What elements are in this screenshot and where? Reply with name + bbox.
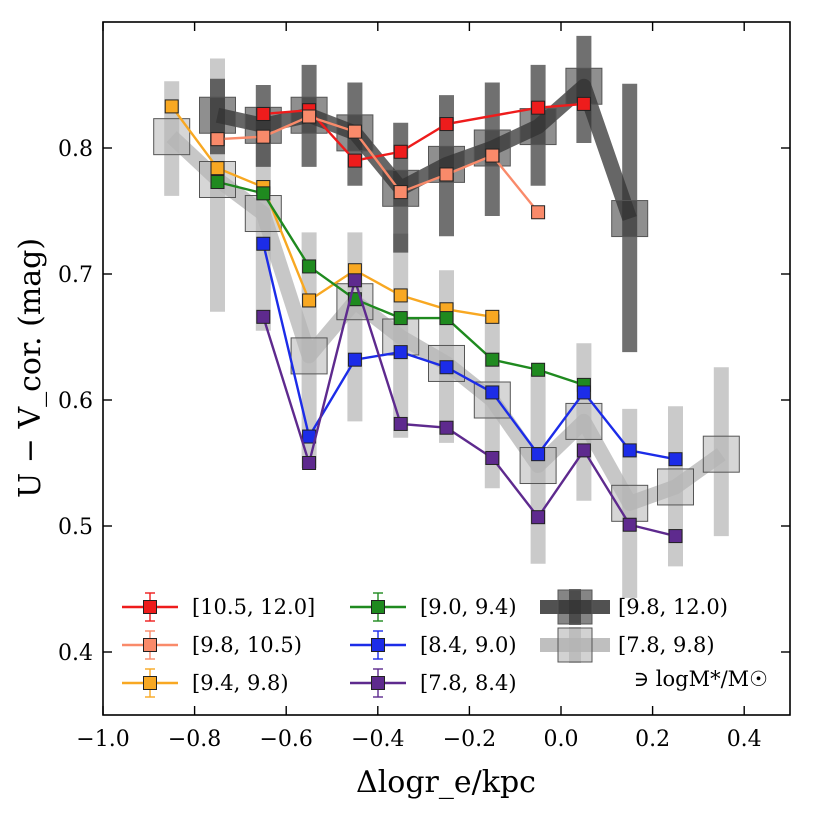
legend-label: [9.8, 12.0) (618, 595, 728, 619)
data-point (439, 117, 454, 132)
data-point (485, 450, 500, 465)
data-point (256, 236, 271, 251)
series-line (217, 115, 540, 214)
data-point (485, 385, 500, 400)
data-point (531, 205, 546, 220)
data-point (531, 447, 546, 462)
data-point (439, 167, 454, 182)
data-point (576, 443, 591, 458)
y-tick-label: 0.7 (58, 263, 93, 288)
data-point (210, 175, 225, 190)
legend-marker (143, 638, 157, 652)
band-marker (611, 484, 649, 522)
x-tick-label: −0.6 (259, 727, 312, 752)
x-tick-label: −0.4 (351, 727, 404, 752)
data-point (347, 124, 362, 139)
y-tick-label: 0.4 (58, 641, 93, 666)
legend-band-marker (557, 627, 593, 663)
data-point (393, 185, 408, 200)
x-tick-label: 0.0 (544, 727, 579, 752)
legend-label: [7.8, 9.8) (618, 633, 715, 657)
data-point (347, 153, 362, 168)
data-point (302, 456, 317, 470)
y-axis-label: U − V_cor. (mag) (13, 238, 48, 498)
y-tick-label: 0.6 (58, 389, 93, 414)
data-point (393, 311, 408, 326)
x-tick-label: −0.2 (443, 727, 496, 752)
band-marker (611, 200, 649, 238)
plot-frame (102, 21, 791, 716)
legend-label: [9.8, 10.5) (192, 633, 302, 657)
data-point (302, 109, 317, 124)
data-point (210, 161, 225, 176)
data-point (531, 362, 546, 377)
legend-label: [9.0, 9.4) (420, 595, 517, 619)
data-point (347, 352, 362, 367)
series-line (262, 275, 676, 538)
data-point (439, 360, 454, 375)
legend-marker (371, 600, 385, 614)
data-point (668, 452, 683, 467)
data-point (485, 352, 500, 367)
x-axis-label: Δlogr_e/kpc (356, 765, 536, 800)
x-tick-label: 0.4 (727, 727, 762, 752)
data-point (302, 259, 317, 274)
x-tick-label: −1.0 (76, 727, 129, 752)
band-marker (199, 96, 236, 134)
legend-note: ∋ logM*/M☉ (634, 667, 768, 691)
data-point (210, 132, 225, 147)
legend-band-marker (557, 589, 593, 625)
data-point (485, 309, 500, 324)
data-point (668, 529, 683, 544)
y-tick-label: 0.5 (58, 515, 93, 540)
series-line (170, 105, 493, 319)
data-point (576, 96, 591, 111)
legend-label: [8.4, 9.0) (420, 633, 517, 657)
tick-layer: −1.0 −0.8 −0.6 −0.4 −0.2 0.0 0.2 0.4 0.4 0.5 0.6 0.… (58, 22, 790, 752)
data-point (439, 311, 454, 326)
band-marker (290, 337, 328, 375)
data-point (622, 443, 637, 458)
legend-label: [9.4, 9.8) (192, 671, 289, 695)
data-point (256, 106, 271, 121)
data-point (393, 416, 408, 431)
legend-label: [7.8, 8.4) (420, 671, 517, 695)
data-point (256, 129, 271, 144)
x-tick-label: −0.8 (168, 727, 221, 752)
legend-marker (371, 676, 385, 690)
band-marker (702, 435, 740, 473)
band-marker (565, 67, 603, 105)
data-point (347, 273, 362, 288)
legend-marker (143, 676, 157, 690)
data-point (485, 148, 500, 163)
legend-marker (371, 638, 385, 652)
data-point (531, 100, 546, 115)
data-point (576, 385, 591, 400)
data-point (393, 345, 408, 360)
data-point (439, 420, 454, 435)
series-line (262, 243, 676, 461)
data-point (622, 517, 637, 532)
data-point (302, 293, 317, 308)
band-marker (657, 468, 694, 506)
y-tick-label: 0.8 (58, 137, 93, 162)
band-marker (153, 118, 191, 156)
legend-marker (143, 600, 157, 614)
data-point (531, 510, 546, 525)
series-layer (164, 96, 683, 544)
data-point (256, 186, 271, 201)
data-point (256, 309, 271, 324)
x-tick-label: 0.2 (635, 727, 670, 752)
data-point (393, 288, 408, 303)
legend-label: [10.5, 12.0] (192, 595, 315, 619)
data-point (164, 99, 179, 114)
data-point (393, 144, 408, 159)
legend: [10.5, 12.0] [9.8, 10.5) [9.4, 9.8) [9.0, 9… (122, 589, 728, 698)
